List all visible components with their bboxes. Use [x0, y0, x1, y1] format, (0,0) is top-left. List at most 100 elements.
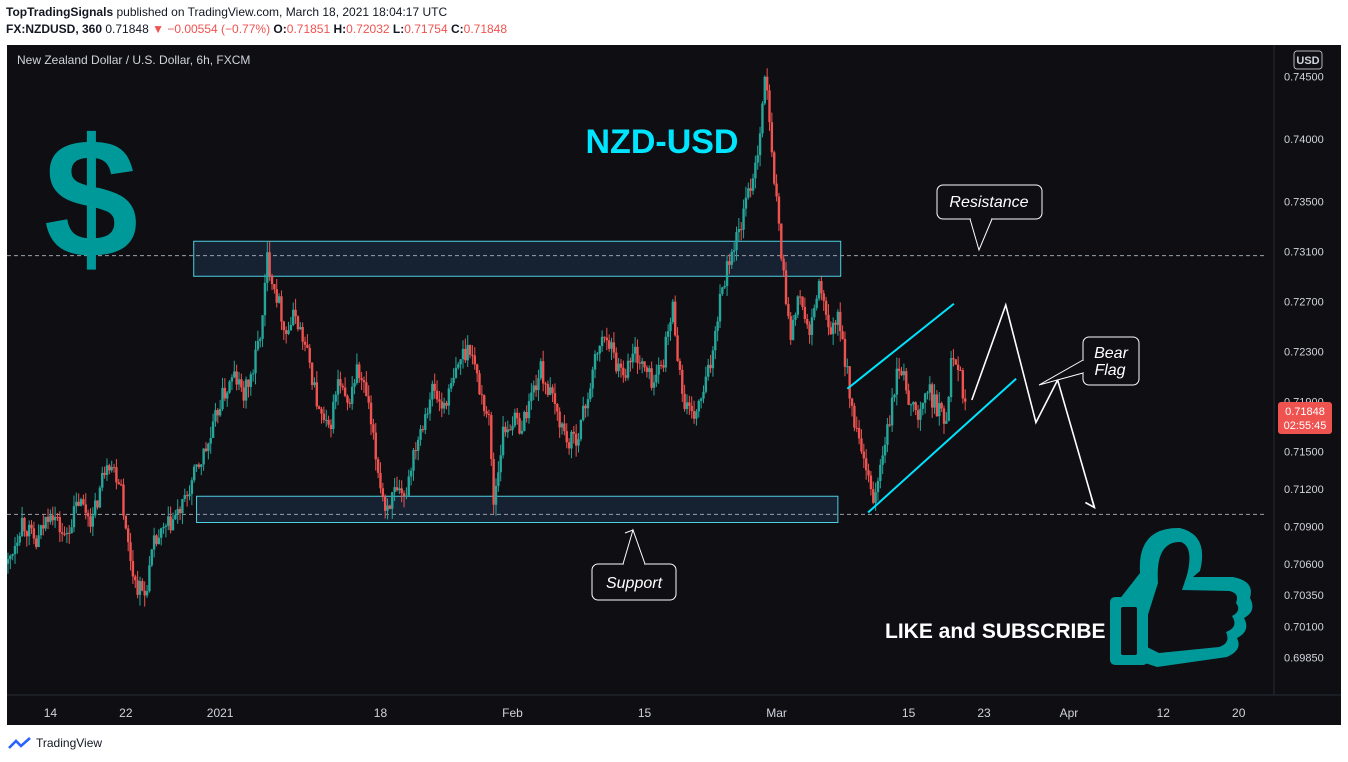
currency-badge[interactable]: USD	[1296, 55, 1319, 67]
ohlc-line: FX:NZDUSD, 360 0.71848 ▼ −0.00554 (−0.77…	[6, 22, 507, 36]
candle-body	[527, 401, 531, 419]
candle-body	[784, 270, 788, 305]
candle-231	[551, 384, 554, 403]
candle-398	[945, 412, 948, 424]
candle-body	[501, 426, 505, 456]
resistance-callout[interactable]: Resistance	[936, 184, 1043, 252]
candle-80	[195, 464, 198, 472]
candle-body	[35, 538, 38, 548]
candle-52	[129, 532, 132, 571]
candle-body	[327, 419, 330, 425]
zone-support	[196, 495, 839, 523]
support-callout[interactable]: Support	[591, 528, 677, 601]
candle-139	[334, 391, 337, 410]
candle-body	[20, 517, 24, 537]
candle-78	[190, 477, 194, 506]
candle-body	[617, 363, 620, 372]
candle-336	[798, 290, 802, 305]
close-label: C:	[450, 22, 464, 36]
candle-body	[63, 533, 66, 535]
candle-6	[20, 506, 24, 538]
candle-267	[636, 339, 639, 374]
candle-body	[556, 403, 559, 412]
candle-body	[662, 365, 665, 368]
candle-body	[622, 367, 625, 376]
candle-body	[84, 504, 87, 513]
candle-321	[763, 75, 766, 106]
candle-150	[360, 371, 363, 391]
candle-body	[836, 311, 840, 325]
candle-400	[949, 350, 953, 403]
x-tick-label: 15	[902, 706, 916, 720]
candle-244	[582, 396, 585, 422]
candle-259	[617, 357, 620, 378]
candle-129	[310, 362, 314, 390]
candles-layer	[6, 68, 967, 607]
candle-body	[424, 414, 427, 430]
candle-body	[218, 408, 222, 416]
price-axis[interactable]: USD 0.74500 0.74000 0.73500 0.73100 0.72700 0…	[1273, 45, 1332, 695]
candle-62	[152, 527, 156, 558]
candle-body	[817, 280, 821, 299]
chart-frame[interactable]: $ New Zealand Dollar / U.S. Dollar, 6h, …	[6, 45, 1341, 725]
candle-body	[348, 402, 352, 404]
candle-270	[643, 361, 646, 372]
time-axis[interactable]: 14 22 2021 18 Feb 15 Mar 15 23 Apr 12 20	[7, 694, 1341, 720]
candle-159	[381, 482, 385, 502]
candle-219	[523, 410, 526, 432]
last-value: 0.71848	[105, 22, 149, 36]
candle-body	[386, 505, 389, 511]
candle-184	[440, 392, 443, 418]
candle-34	[86, 509, 90, 527]
candle-body	[912, 402, 915, 405]
candle-body	[282, 321, 286, 331]
candle-326	[775, 174, 778, 202]
candle-body	[60, 532, 64, 534]
candle-20	[53, 506, 57, 528]
candle-113	[273, 283, 276, 294]
candle-242	[577, 432, 580, 453]
candle-body	[379, 472, 382, 489]
candle-body	[221, 387, 224, 409]
candle-body	[959, 370, 962, 372]
candle-body	[834, 322, 837, 325]
candle-28	[72, 495, 76, 533]
candle-body	[270, 275, 274, 285]
candle-376	[893, 393, 896, 402]
y-tick-label: 0.70350	[1284, 590, 1324, 602]
candle-260	[619, 358, 623, 378]
candle-374	[888, 415, 891, 428]
candle-303	[721, 286, 724, 296]
candle-166	[398, 479, 401, 495]
candle-406	[964, 389, 967, 411]
candle-body	[126, 528, 130, 543]
candle-200	[478, 370, 481, 396]
candle-body	[310, 362, 314, 385]
candle-355	[843, 331, 847, 377]
candle-366	[869, 471, 873, 496]
candle-53	[131, 550, 135, 585]
candle-body	[6, 559, 10, 564]
candle-body	[798, 296, 802, 298]
candle-209	[499, 444, 502, 482]
author-name[interactable]: TopTradingSignals	[6, 5, 114, 19]
y-tick-label: 0.72700	[1284, 296, 1324, 308]
bear-flag-callout[interactable]: Bear Flag	[1038, 336, 1140, 386]
candle-body	[907, 390, 910, 405]
candle-202	[483, 394, 486, 417]
candle-body	[747, 188, 750, 198]
candle-body	[478, 373, 481, 395]
candle-318	[756, 145, 759, 170]
candle-body	[391, 492, 394, 509]
candle-body	[46, 516, 50, 522]
y-tick-label: 0.74000	[1284, 134, 1324, 146]
candle-361	[857, 420, 861, 445]
resistance-label: Resistance	[949, 194, 1028, 211]
candle-body	[376, 459, 380, 473]
candle-body	[591, 369, 594, 389]
candle-153	[367, 385, 370, 410]
footer-brand[interactable]: TradingView	[36, 736, 103, 750]
candle-250	[596, 351, 599, 361]
y-tick-label: 0.72300	[1284, 346, 1324, 358]
chart-svg[interactable]: $ New Zealand Dollar / U.S. Dollar, 6h, …	[6, 45, 1341, 725]
